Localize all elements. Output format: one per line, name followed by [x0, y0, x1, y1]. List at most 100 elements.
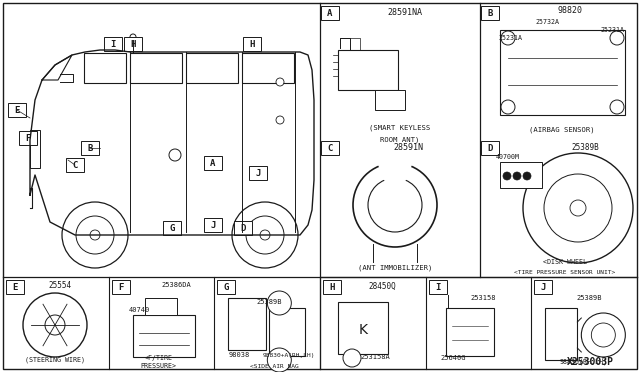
Bar	[81, 141, 99, 155]
Text: 25640G: 25640G	[441, 355, 467, 361]
Text: J: J	[541, 282, 546, 292]
Text: 25389B: 25389B	[577, 295, 602, 301]
Text: A: A	[327, 9, 333, 17]
Text: 98830+A(RH,LH): 98830+A(RH,LH)	[263, 353, 316, 357]
Text: ROOM ANT): ROOM ANT)	[380, 137, 420, 143]
Text: 28450Q: 28450Q	[368, 282, 396, 291]
Text: G: G	[223, 282, 229, 292]
Circle shape	[501, 100, 515, 114]
Text: H: H	[131, 39, 136, 48]
Text: K: K	[358, 323, 367, 337]
Circle shape	[353, 163, 437, 247]
Circle shape	[268, 348, 291, 372]
Bar	[375, 90, 405, 110]
Bar	[130, 53, 182, 83]
Text: 25732A: 25732A	[535, 19, 559, 25]
Text: 25389B: 25389B	[571, 142, 599, 151]
Bar	[321, 6, 339, 20]
Circle shape	[276, 78, 284, 86]
Bar	[534, 280, 552, 294]
Circle shape	[570, 200, 586, 216]
Text: 98820: 98820	[557, 6, 582, 15]
Bar	[242, 53, 294, 83]
Bar	[338, 50, 398, 90]
Text: <SIDE AIR BAG: <SIDE AIR BAG	[250, 363, 299, 369]
Bar	[204, 218, 222, 232]
Bar	[481, 141, 499, 155]
Bar	[132, 315, 195, 357]
Circle shape	[268, 291, 291, 315]
Text: <DISK WHEEL: <DISK WHEEL	[543, 259, 587, 265]
Circle shape	[45, 315, 65, 335]
Text: B: B	[487, 9, 493, 17]
Text: F: F	[118, 282, 124, 292]
Circle shape	[23, 293, 87, 357]
Bar	[84, 53, 126, 83]
Text: I: I	[110, 39, 116, 48]
Text: E: E	[12, 282, 18, 292]
Text: I: I	[435, 282, 440, 292]
Circle shape	[523, 172, 531, 180]
Bar	[218, 280, 236, 294]
Text: 25389B: 25389B	[257, 299, 282, 305]
Bar	[545, 308, 577, 360]
Circle shape	[62, 202, 128, 268]
Bar	[204, 156, 222, 170]
Bar	[323, 280, 341, 294]
Text: F: F	[26, 134, 31, 142]
Bar	[481, 6, 499, 20]
Bar	[163, 221, 181, 235]
Wedge shape	[378, 160, 412, 205]
Text: 25231A: 25231A	[498, 35, 522, 41]
Circle shape	[343, 349, 361, 367]
Bar	[145, 298, 177, 315]
Circle shape	[276, 116, 284, 124]
Bar	[445, 308, 493, 356]
Circle shape	[591, 323, 615, 347]
Text: 25554: 25554	[49, 282, 72, 291]
Text: B: B	[87, 144, 93, 153]
Text: D: D	[240, 224, 246, 232]
Circle shape	[169, 149, 181, 161]
Bar	[500, 30, 625, 115]
Circle shape	[523, 153, 633, 263]
Text: 40700M: 40700M	[496, 154, 520, 160]
Bar	[321, 141, 339, 155]
Circle shape	[90, 230, 100, 240]
Bar	[228, 298, 266, 350]
Text: C: C	[72, 160, 77, 170]
Text: 40740: 40740	[129, 307, 150, 313]
Bar	[186, 53, 238, 83]
Text: (AIRBAG SENSOR): (AIRBAG SENSOR)	[529, 127, 595, 133]
Text: 98830(RH,LH): 98830(RH,LH)	[559, 359, 607, 365]
Circle shape	[581, 313, 625, 357]
Text: <TIRE PRESSURE SENSOR UNIT>: <TIRE PRESSURE SENSOR UNIT>	[515, 269, 616, 275]
Circle shape	[610, 100, 624, 114]
Text: 253158A: 253158A	[360, 354, 390, 360]
Text: 98038: 98038	[228, 352, 250, 358]
Circle shape	[544, 174, 612, 242]
Text: E: E	[14, 106, 20, 115]
Text: (ANT IMMOBILIZER): (ANT IMMOBILIZER)	[358, 265, 432, 271]
Text: <F/TIRE: <F/TIRE	[145, 355, 173, 361]
Circle shape	[246, 216, 284, 254]
Circle shape	[503, 172, 511, 180]
Bar	[124, 37, 142, 51]
Text: 253158: 253158	[471, 295, 497, 301]
Bar	[243, 37, 261, 51]
Circle shape	[232, 202, 298, 268]
Text: A: A	[211, 158, 216, 167]
Text: 25231A: 25231A	[600, 27, 624, 33]
Text: H: H	[330, 282, 335, 292]
Text: 28591NA: 28591NA	[387, 7, 422, 16]
Text: (SMART KEYLESS: (SMART KEYLESS	[369, 125, 431, 131]
Bar	[6, 280, 24, 294]
Text: PRESSURE>: PRESSURE>	[141, 363, 177, 369]
Bar	[500, 162, 542, 188]
Circle shape	[76, 216, 114, 254]
Bar	[249, 166, 267, 180]
Bar	[429, 280, 447, 294]
Text: J: J	[255, 169, 260, 177]
Text: C: C	[327, 144, 333, 153]
Text: H: H	[250, 39, 255, 48]
